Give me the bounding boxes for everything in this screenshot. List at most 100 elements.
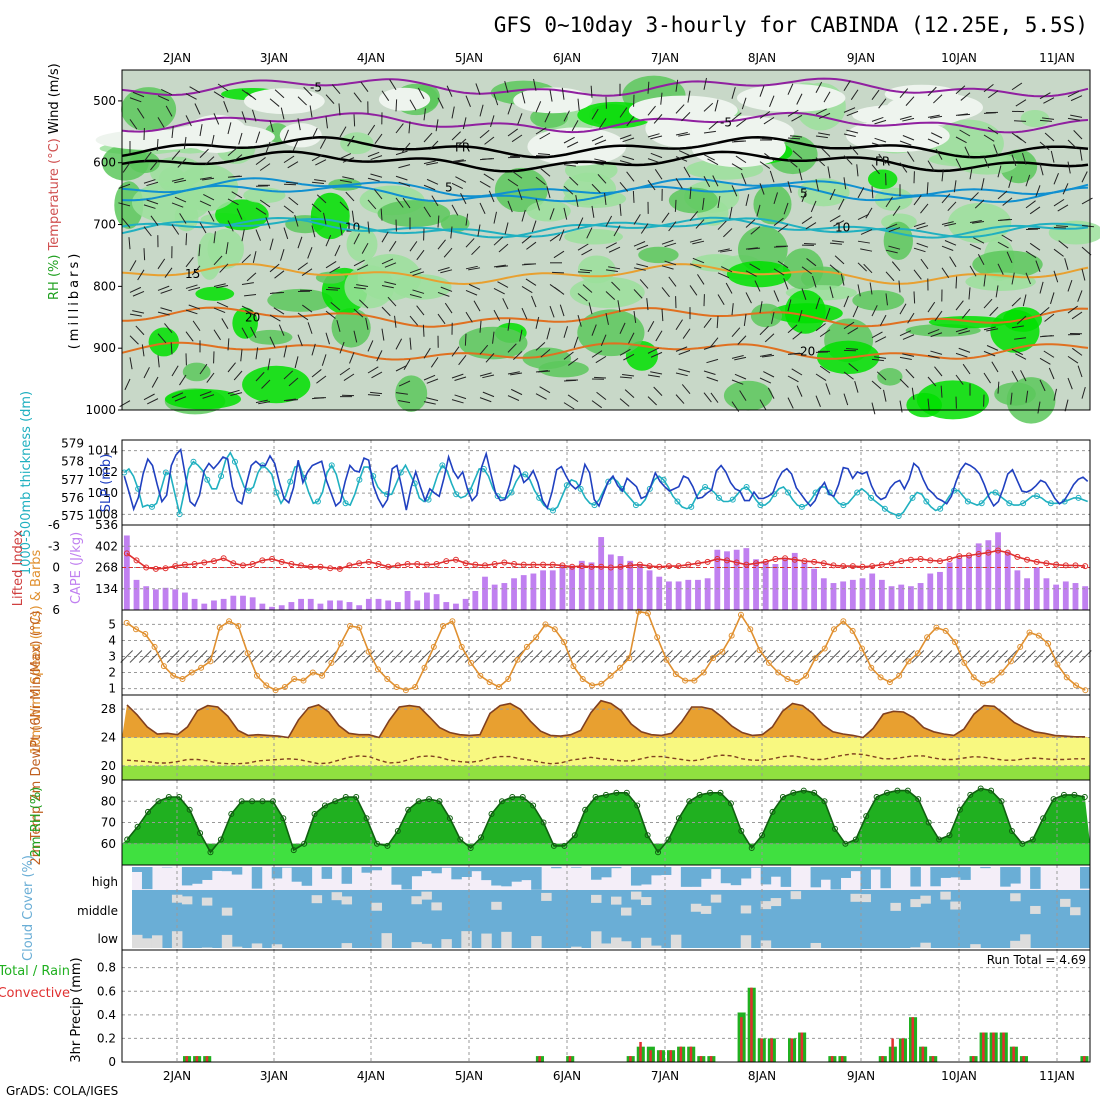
wind-barb xyxy=(995,650,1008,663)
cape-bar xyxy=(811,568,818,610)
wind-barb xyxy=(857,262,867,272)
thickness-line-point xyxy=(494,493,501,500)
wind-barb xyxy=(878,98,887,109)
wind-barb xyxy=(1022,294,1027,307)
wind-barb xyxy=(395,123,404,134)
wind-barb xyxy=(857,213,870,220)
wind-barb xyxy=(539,650,552,663)
wind-barb xyxy=(731,379,744,385)
cloud-low-cell xyxy=(461,931,472,948)
wind-barb xyxy=(885,249,898,254)
cape-bar xyxy=(491,584,498,610)
thickness-ylabel: 1000-500mb thickness (dm) xyxy=(19,391,34,575)
wind-barb xyxy=(611,281,621,291)
wind-barb xyxy=(367,151,380,158)
wind-barb xyxy=(885,196,893,208)
cloud-high-cell xyxy=(531,867,542,890)
wind-barb xyxy=(288,377,299,387)
wind-barb xyxy=(787,181,792,193)
wind-barb xyxy=(285,181,299,184)
thickness-line-point xyxy=(992,489,999,496)
wind-barb xyxy=(339,201,349,211)
cloud-low-cell xyxy=(441,939,452,948)
cape-bar xyxy=(607,554,614,610)
cloud-mid-cell xyxy=(421,891,432,900)
lifted-index-line-point xyxy=(298,562,305,569)
wind-barb xyxy=(764,333,775,343)
rh2m-line-point xyxy=(946,832,953,839)
lifted-index-line-point xyxy=(336,565,343,572)
thickness-line-point xyxy=(342,500,349,507)
x-tick-label-top: 10JAN xyxy=(941,51,977,65)
cloud-mid-cell xyxy=(611,896,622,905)
wind-barb xyxy=(1051,650,1064,663)
wind-speed-line-point xyxy=(272,687,279,694)
wind-barb xyxy=(941,245,954,251)
wind-barb xyxy=(338,103,341,116)
cape-bar xyxy=(588,562,595,610)
wind-barb xyxy=(479,320,482,333)
wind-barb xyxy=(983,326,996,331)
wind-barb xyxy=(622,374,635,377)
lifted-index-line-point xyxy=(627,562,634,569)
wind-barb xyxy=(860,248,873,252)
wind-barb xyxy=(787,83,794,95)
wind-barb xyxy=(483,650,497,663)
wind-barb xyxy=(185,284,198,289)
wind-barb xyxy=(647,105,656,116)
rh-contour-fill xyxy=(867,169,898,190)
rh-contour-fill xyxy=(440,214,470,233)
cloud-high-cell xyxy=(860,867,871,890)
wind-barb xyxy=(563,351,574,360)
wind-barb xyxy=(426,378,439,384)
wind-barb xyxy=(840,273,845,286)
wind-barb xyxy=(129,313,142,317)
cloud-high-cell xyxy=(421,867,432,872)
wind-barb xyxy=(571,120,579,132)
wind-speed-line-point xyxy=(1026,629,1033,636)
wind-speed-line-point xyxy=(682,677,689,684)
wind-barb xyxy=(563,136,575,144)
wind-barb xyxy=(157,355,160,368)
wind-barb xyxy=(608,246,621,253)
precip-convective-bar xyxy=(649,1050,652,1062)
wind-barb xyxy=(619,181,629,192)
wind-barb xyxy=(477,224,481,237)
precip-tick-label: 0.6 xyxy=(97,984,116,998)
wind-barb xyxy=(899,88,909,99)
wind-barb xyxy=(353,330,358,343)
rh2m-line-point xyxy=(363,815,370,822)
wind-barb xyxy=(619,376,632,379)
wind-barb xyxy=(283,205,294,214)
wind-barb xyxy=(916,225,929,230)
wind-barb xyxy=(675,394,685,404)
rh2m-line-point xyxy=(405,806,412,813)
lifted-index-line-point xyxy=(995,547,1002,554)
wind-speed-line-point xyxy=(961,659,968,666)
wind-barb xyxy=(191,265,201,276)
wind-speed-line-point xyxy=(607,672,614,679)
wind-barb xyxy=(426,397,439,402)
precip-convective-bar xyxy=(972,1056,975,1062)
wind-barb xyxy=(493,264,506,268)
cape-bar xyxy=(995,532,1001,610)
wind-barb xyxy=(823,91,831,103)
wind-barb xyxy=(231,650,245,663)
thickness-line-point xyxy=(356,476,363,483)
wind-barb xyxy=(1067,377,1073,390)
wind-barb xyxy=(1010,392,1013,405)
wind-barb xyxy=(475,83,481,95)
thickness-line-point xyxy=(577,485,584,492)
rh2m-line-point xyxy=(603,791,609,798)
wind-barb xyxy=(1016,135,1027,144)
wind-barb xyxy=(815,323,826,332)
wind-barb xyxy=(451,106,455,119)
rh-contour-fill xyxy=(182,362,211,382)
wind-barb xyxy=(315,650,329,663)
wind-barb xyxy=(546,327,551,340)
wind-barb xyxy=(431,195,439,207)
wind-barb xyxy=(535,393,547,400)
wind-barb xyxy=(132,91,145,98)
rh-contour-fill xyxy=(906,392,943,418)
